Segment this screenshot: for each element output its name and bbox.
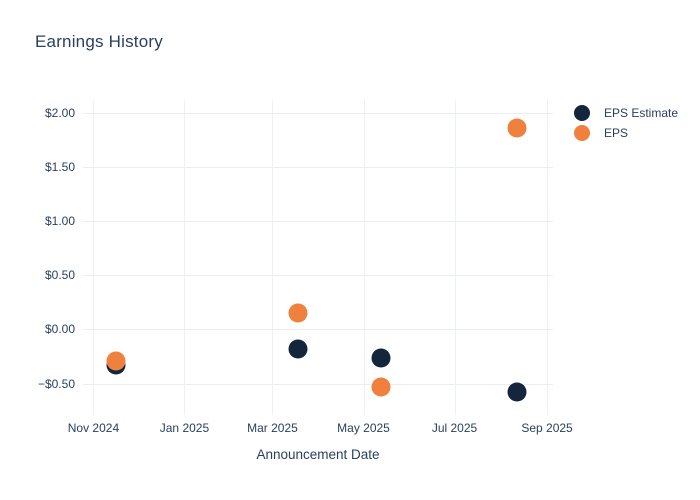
data-point-eps-estimate bbox=[507, 382, 527, 402]
y-tick-label: $1.00 bbox=[44, 214, 75, 229]
legend-label: EPS bbox=[604, 126, 629, 140]
data-point-eps bbox=[288, 303, 308, 323]
y-tick-label: −$0.50 bbox=[37, 376, 75, 391]
data-point-eps-estimate bbox=[288, 339, 308, 359]
legend-item-eps[interactable]: EPS bbox=[574, 125, 678, 141]
x-gridline bbox=[454, 100, 456, 415]
x-tick-label: Sep 2025 bbox=[521, 421, 573, 435]
legend-label: EPS Estimate bbox=[604, 106, 679, 120]
legend-swatch-icon bbox=[574, 105, 590, 121]
data-point-eps bbox=[507, 118, 527, 138]
y-gridline bbox=[83, 275, 553, 277]
y-gridline bbox=[83, 329, 553, 331]
data-point-eps bbox=[106, 351, 126, 371]
y-tick-label: $2.00 bbox=[44, 105, 75, 120]
y-gridline bbox=[83, 221, 553, 223]
y-gridline bbox=[83, 112, 553, 114]
x-axis-title: Announcement Date bbox=[256, 447, 380, 462]
x-tick-label: Mar 2025 bbox=[247, 421, 298, 435]
data-point-eps bbox=[371, 377, 391, 397]
y-gridline bbox=[83, 383, 553, 385]
y-tick-label: $0.00 bbox=[44, 322, 75, 337]
legend-swatch-icon bbox=[574, 125, 590, 141]
legend: EPS Estimate EPS bbox=[574, 105, 678, 141]
x-gridline bbox=[547, 100, 549, 415]
y-gridline bbox=[83, 167, 553, 169]
x-tick-label: Jul 2025 bbox=[431, 421, 478, 435]
x-gridline bbox=[272, 100, 274, 415]
x-tick-label: Jan 2025 bbox=[159, 421, 210, 435]
chart-title: Earnings History bbox=[35, 32, 163, 51]
y-tick-label: $1.50 bbox=[44, 160, 75, 175]
x-gridline bbox=[363, 100, 365, 415]
data-point-eps-estimate bbox=[371, 348, 391, 368]
y-tick-label: $0.50 bbox=[44, 268, 75, 283]
x-tick-label: Nov 2024 bbox=[67, 421, 120, 435]
x-gridline bbox=[93, 100, 95, 415]
x-tick-label: May 2025 bbox=[337, 421, 390, 435]
legend-item-eps-estimate[interactable]: EPS Estimate bbox=[574, 105, 678, 121]
x-gridline bbox=[184, 100, 186, 415]
